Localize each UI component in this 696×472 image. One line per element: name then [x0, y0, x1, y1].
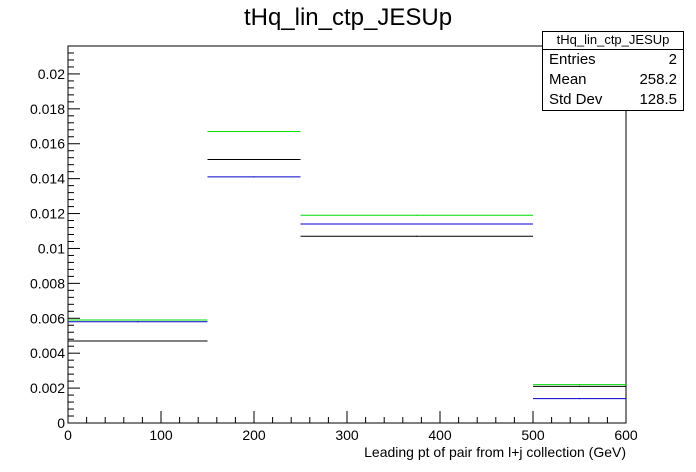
stats-row-mean: Mean 258.2 [543, 70, 683, 90]
y-tick-label: 0.01 [38, 240, 65, 256]
chart-title: tHq_lin_ctp_JESUp [243, 4, 453, 31]
x-axis-label: Leading pt of pair from l+j collection (… [364, 444, 626, 460]
histogram-bins [68, 131, 626, 400]
x-tick-label: 300 [335, 427, 359, 443]
stats-value: 128.5 [639, 91, 677, 108]
axes: 0 100 200 300 400 500 600 0 0.002 0.004 0.006 0.008… [30, 45, 638, 443]
y-tick-label: 0.018 [30, 101, 65, 117]
stats-label: Entries [549, 51, 596, 68]
x-tick-label: 500 [521, 427, 545, 443]
stats-label: Mean [549, 71, 587, 88]
y-tick-label: 0 [57, 415, 65, 431]
y-tick-label: 0.016 [30, 136, 65, 152]
stats-row-std-dev: Std Dev 128.5 [543, 90, 683, 110]
stats-label: Std Dev [549, 91, 603, 108]
stats-value: 258.2 [639, 71, 677, 88]
stats-box-title: tHq_lin_ctp_JESUp [543, 32, 683, 50]
y-tick-label: 0.008 [30, 275, 65, 291]
y-tick-label: 0.004 [30, 345, 65, 361]
y-tick-label: 0.006 [30, 310, 65, 326]
x-tick-label: 600 [614, 427, 638, 443]
y-tick-label: 0.002 [30, 380, 65, 396]
x-tick-label: 0 [64, 427, 72, 443]
x-tick-label: 400 [428, 427, 452, 443]
x-tick-label: 200 [242, 427, 266, 443]
x-tick-label: 100 [149, 427, 173, 443]
y-tick-label: 0.012 [30, 206, 65, 222]
y-tick-label: 0.014 [30, 171, 65, 187]
stats-value: 2 [668, 51, 677, 68]
y-tick-label: 0.02 [38, 66, 65, 82]
stats-row-entries: Entries 2 [543, 50, 683, 70]
stats-box: tHq_lin_ctp_JESUp Entries 2 Mean 258.2 S… [542, 31, 684, 111]
